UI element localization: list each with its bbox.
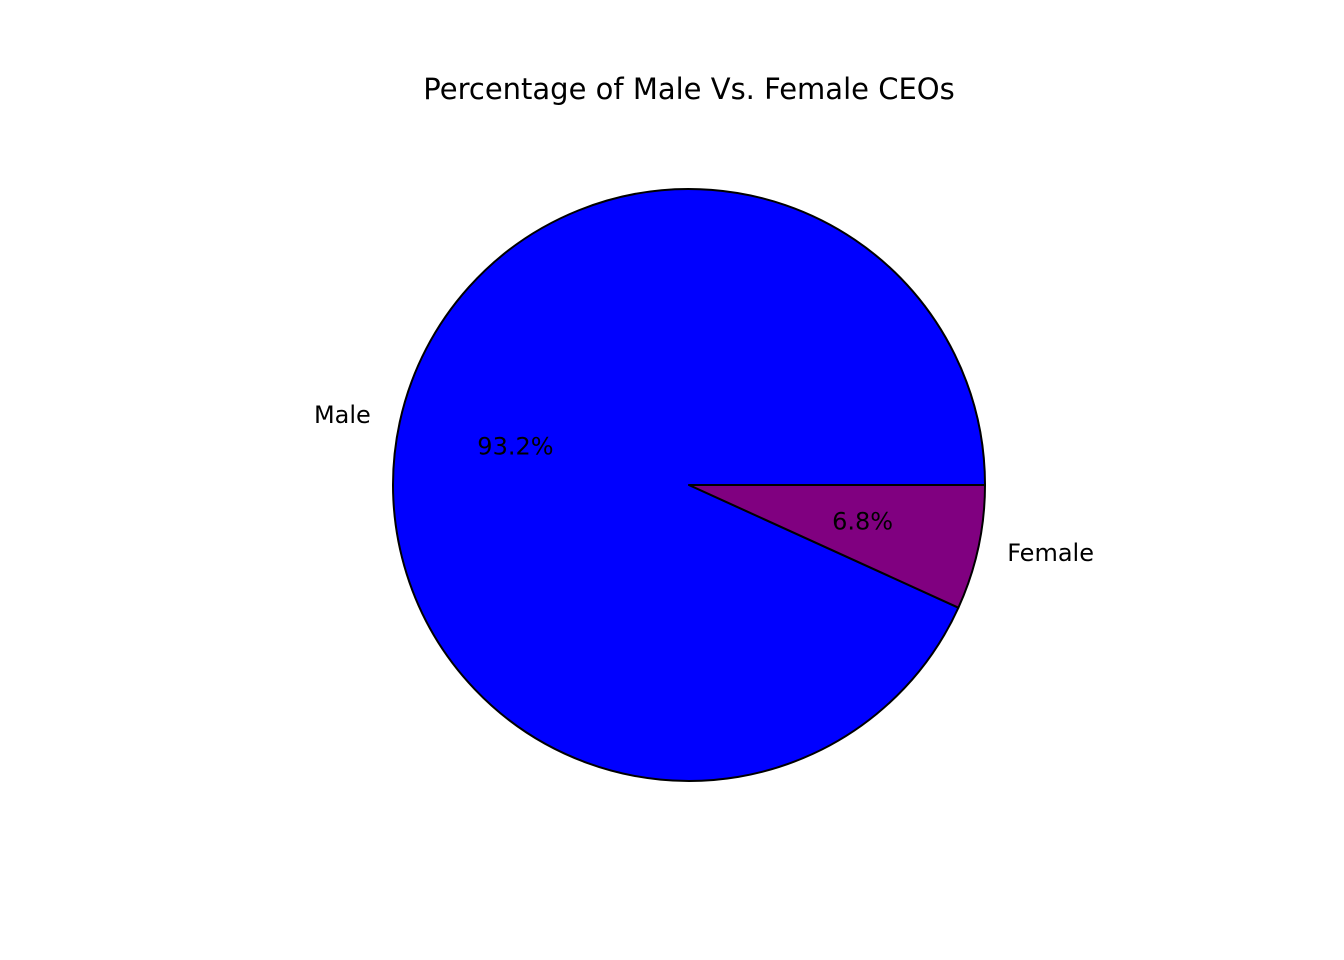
- percent-label-male: 93.2%: [477, 432, 553, 460]
- chart-title: Percentage of Male Vs. Female CEOs: [423, 72, 954, 106]
- percent-label-female: 6.8%: [832, 508, 893, 536]
- slice-label-male: Male: [314, 401, 371, 429]
- pie-labels: Male 93.2% Female 6.8%: [314, 401, 1094, 567]
- pie-slices: [392, 188, 986, 782]
- pie-slice-female: [688, 484, 986, 609]
- slice-label-female: Female: [1007, 539, 1094, 567]
